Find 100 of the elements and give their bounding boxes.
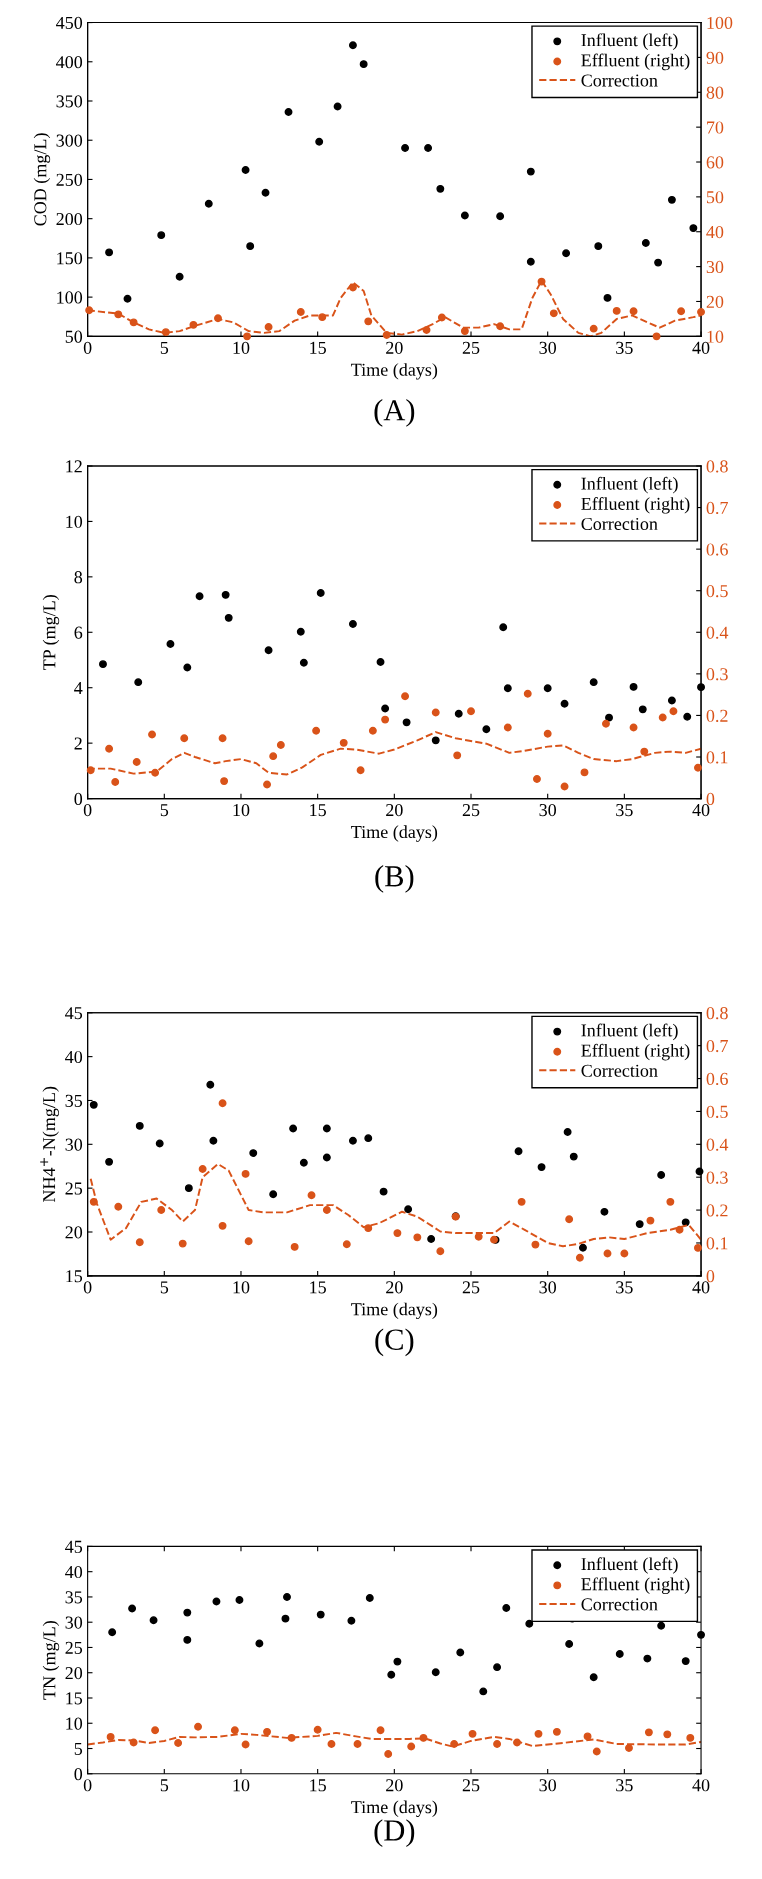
x-tick-label: 20 xyxy=(386,1779,403,1792)
x-axis-title: Time (days) xyxy=(351,1302,438,1320)
y-tick-label: 20 xyxy=(65,1666,83,1680)
y2-tick-label: 70 xyxy=(707,121,724,134)
y-tick-label: 45 xyxy=(65,1540,83,1553)
x-tick-label: 35 xyxy=(616,1281,633,1294)
x-tick-label: 40 xyxy=(692,1281,710,1294)
x-axis-title: Time (days) xyxy=(351,1800,438,1817)
x-tick-label: 0 xyxy=(83,1281,92,1294)
y2-tick-label: 0.3 xyxy=(706,1171,728,1184)
x-tick-label: 5 xyxy=(160,341,169,354)
x-tick-label: 20 xyxy=(386,341,403,354)
x-tick-label: 10 xyxy=(233,341,250,354)
x-tick-label: 25 xyxy=(462,1779,480,1792)
x-tick-label: 30 xyxy=(539,803,557,817)
x-tick-label: 25 xyxy=(462,804,480,817)
x-tick-label: 30 xyxy=(539,341,557,354)
legend-label: Effluent (right) xyxy=(581,1577,690,1595)
x-tick-label: 25 xyxy=(462,341,480,354)
y2-tick-label: 40 xyxy=(706,226,724,239)
x-tick-label: 40 xyxy=(692,803,710,817)
y-tick-label: 10 xyxy=(66,515,83,528)
x-tick-label: 0 xyxy=(83,1779,92,1792)
y2-tick-label: 0.6 xyxy=(706,543,728,556)
y2-tick-label: 80 xyxy=(706,86,724,99)
x-tick-label: 5 xyxy=(160,804,169,817)
x-tick-label: 15 xyxy=(310,341,326,354)
y2-tick-label: 0 xyxy=(706,1270,715,1283)
x-tick-label: 5 xyxy=(160,1779,169,1792)
legend-label: Influent (left) xyxy=(581,1557,678,1574)
y2-tick-label: 0.7 xyxy=(706,501,728,515)
y-tick-label: 4 xyxy=(74,682,83,694)
y-tick-label: 0 xyxy=(74,792,83,806)
y-tick-label: 300 xyxy=(56,134,83,147)
x-tick-label: 10 xyxy=(233,1281,250,1294)
y-axis-title: TP (mg/L) xyxy=(42,595,60,670)
y-tick-label: 15 xyxy=(66,1270,83,1283)
x-tick-label: 15 xyxy=(310,1281,326,1294)
y-tick-label: 8 xyxy=(74,571,83,584)
y2-tick-label: 0.4 xyxy=(706,626,729,639)
y-tick-label: 200 xyxy=(56,212,83,226)
y2-tick-label: 0.5 xyxy=(706,584,728,598)
y2-tick-label: 50 xyxy=(706,191,724,204)
legend-label: Correction xyxy=(581,74,658,87)
text: (C) xyxy=(375,1328,414,1357)
y-axis-title: COD (mg/L) xyxy=(33,133,51,226)
y-tick-label: 45 xyxy=(65,1007,83,1020)
y2-tick-label: 0.8 xyxy=(706,460,728,473)
y2-tick-label: 0.8 xyxy=(706,1007,728,1020)
y-axis-title: NH4$^{+}$-N(mg/L) xyxy=(40,1086,59,1203)
y-tick-label: 100 xyxy=(57,291,83,304)
y2-tick-label: 0.6 xyxy=(706,1072,728,1086)
y-tick-label: 15 xyxy=(66,1692,83,1705)
x-tick-label: 10 xyxy=(233,1779,250,1792)
y-tick-label: 40 xyxy=(65,1050,83,1064)
x-tick-label: 10 xyxy=(233,803,250,817)
y-tick-label: 30 xyxy=(65,1138,83,1151)
y2-tick-label: 60 xyxy=(706,156,724,169)
y2-tick-label: 90 xyxy=(706,51,724,64)
legend-label: Correction xyxy=(581,517,658,531)
y-tick-label: 400 xyxy=(56,56,83,69)
y2-tick-label: 0.1 xyxy=(706,751,728,764)
y2-tick-label: 30 xyxy=(706,260,724,274)
x-tick-label: 30 xyxy=(539,1281,557,1294)
y-tick-label: 35 xyxy=(65,1094,83,1107)
y-tick-label: 0 xyxy=(74,1768,83,1781)
y2-tick-label: 0.4 xyxy=(706,1138,729,1151)
text: (B) xyxy=(375,865,414,893)
y-tick-label: 5 xyxy=(74,1742,83,1755)
x-tick-label: 5 xyxy=(160,1281,169,1294)
legend-label: Correction xyxy=(581,1064,658,1077)
y-tick-label: 150 xyxy=(57,252,83,265)
legend-label: Effluent (right) xyxy=(581,1043,690,1061)
x-tick-label: 35 xyxy=(616,341,633,354)
y-tick-label: 25 xyxy=(65,1182,83,1195)
x-tick-label: 40 xyxy=(692,341,710,354)
y2-tick-label: 0.5 xyxy=(706,1105,728,1118)
text: (D) xyxy=(374,1819,415,1847)
y2-tick-label: 0.7 xyxy=(706,1039,728,1053)
x-tick-label: 35 xyxy=(616,1779,633,1792)
legend-label: Influent (left) xyxy=(581,33,678,50)
y-tick-label: 2 xyxy=(74,737,82,750)
x-tick-label: 20 xyxy=(386,1281,403,1294)
y2-tick-label: 0 xyxy=(706,792,715,806)
y-tick-label: 20 xyxy=(65,1226,83,1239)
y2-tick-label: 100 xyxy=(707,16,733,29)
y-tick-label: 250 xyxy=(56,173,83,186)
x-tick-label: 15 xyxy=(310,1779,326,1792)
legend-label: Influent (left) xyxy=(581,1023,678,1041)
y-tick-label: 6 xyxy=(74,626,83,639)
y2-tick-label: 0.1 xyxy=(706,1237,728,1250)
legend-label: Correction xyxy=(581,1598,658,1611)
y2-tick-label: 0.3 xyxy=(706,668,728,681)
x-tick-label: 25 xyxy=(462,1281,480,1294)
x-tick-label: 20 xyxy=(386,803,403,817)
legend-label: Influent (left) xyxy=(581,476,678,494)
y-tick-label: 450 xyxy=(56,16,83,29)
x-tick-label: 0 xyxy=(83,803,92,817)
y-tick-label: 50 xyxy=(65,330,83,343)
text: (A) xyxy=(374,399,415,427)
